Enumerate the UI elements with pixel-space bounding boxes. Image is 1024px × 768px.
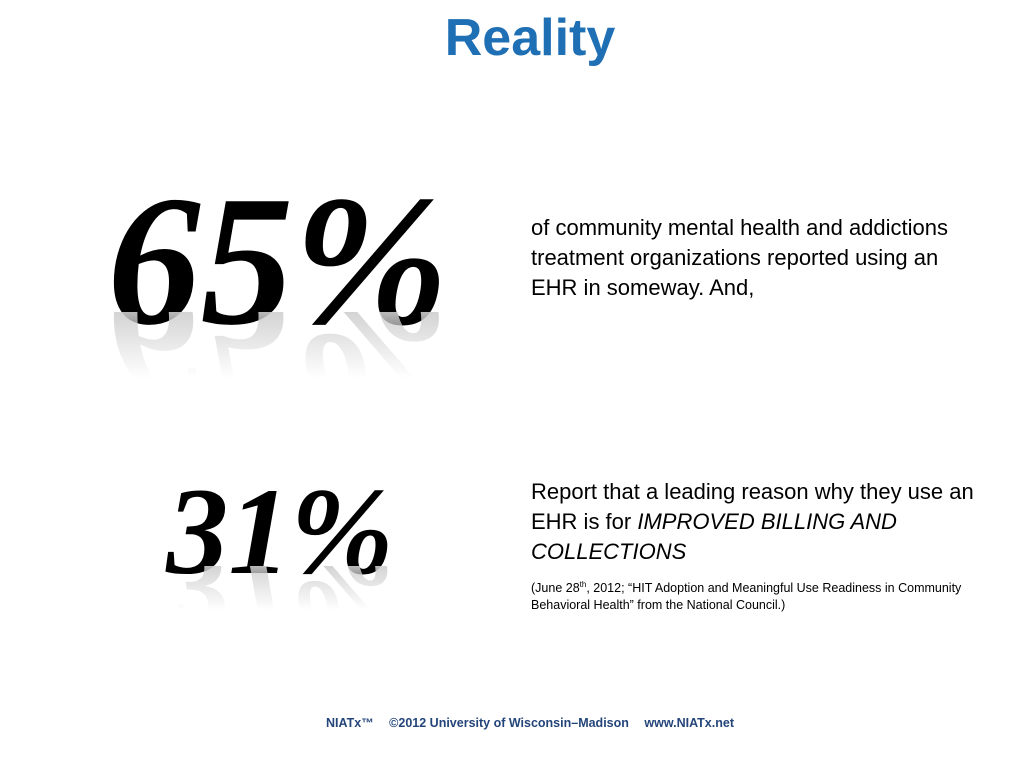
stat-31-description-text: Report that a leading reason why they us…	[531, 479, 974, 534]
stat-31-value: 31%	[166, 463, 394, 600]
footer-copyright: ©2012 University of Wisconsin–Madison	[389, 716, 629, 730]
citation-open: (June 28	[531, 581, 580, 596]
stat-65-description: of community mental health and addiction…	[531, 215, 949, 300]
footer-org: NIATx™	[326, 716, 374, 730]
footer: NIATx™ ©2012 University of Wisconsin–Mad…	[0, 716, 1024, 730]
stat-31-block: 31% 31%	[140, 463, 420, 647]
source-citation: (June 28th, 2012; “HIT Adoption and Mean…	[531, 576, 971, 614]
stat-65-value: 65%	[107, 158, 449, 364]
citation-superscript: th	[579, 580, 587, 589]
stat-31-description-emphasis: IMPROVED BILLING AND COLLECTIONS	[531, 509, 897, 564]
citation-end: ” from the National Council.)	[629, 598, 786, 613]
footer-url: www.NIATx.net	[644, 716, 734, 730]
stat-65-block: 65% 65%	[78, 168, 478, 432]
citation-body: , 2012; “HIT Adoption and Meaningful Use…	[531, 581, 962, 613]
stat-31-description: Report that a leading reason why they us…	[531, 477, 991, 567]
slide-title: Reality	[444, 9, 616, 67]
